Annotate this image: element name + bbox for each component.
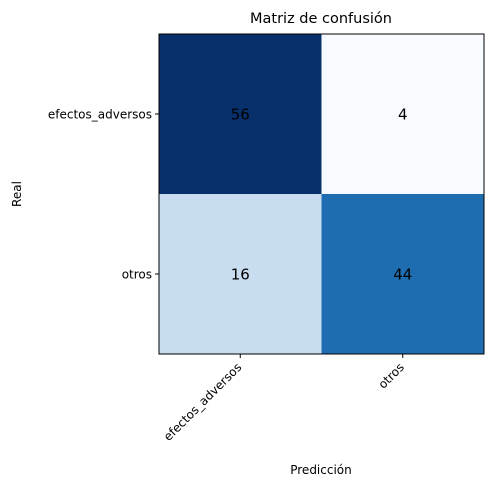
cell-value-label: 4 bbox=[398, 106, 408, 124]
y-tick-label: otros bbox=[122, 268, 152, 282]
x-tick-label: efectos_adversos bbox=[161, 360, 245, 444]
chart-title: Matriz de confusión bbox=[250, 11, 392, 27]
cell-value-label: 16 bbox=[231, 266, 250, 284]
x-tick-label: otros bbox=[376, 360, 407, 391]
cell-value-label: 56 bbox=[231, 106, 250, 124]
cell-value-label: 44 bbox=[393, 266, 412, 284]
x-axis-ticks: efectos_adversos otros bbox=[161, 354, 407, 444]
heatmap-cells bbox=[159, 34, 484, 354]
y-axis-label: Real bbox=[10, 181, 24, 207]
y-tick-label: efectos_adversos bbox=[48, 108, 152, 122]
x-axis-label: Predicción bbox=[290, 463, 352, 477]
